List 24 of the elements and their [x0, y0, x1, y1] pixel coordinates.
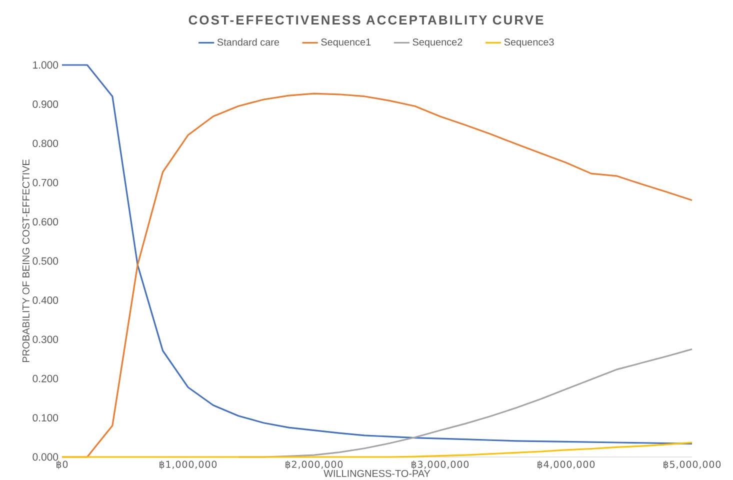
y-tick-label: 0.400	[32, 296, 58, 304]
y-tick-label: 0.000	[32, 453, 58, 461]
chart-title: COST-EFFECTIVENESS ACCEPTABILITY CURVE	[188, 15, 544, 24]
x-axis-title: WILLINGNESS-TO-PAY	[324, 470, 430, 477]
legend-label: Sequence1	[321, 38, 371, 48]
y-tick-label: 0.500	[32, 257, 58, 265]
y-tick-label: 0.600	[32, 218, 58, 226]
x-tick-label: ฿3,000,000	[412, 460, 469, 469]
legend-label: Sequence2	[412, 38, 462, 48]
x-tick-label: ฿4,000,000	[538, 460, 595, 469]
x-tick-label: ฿5,000,000	[664, 460, 721, 469]
y-tick-label: 0.900	[32, 100, 58, 108]
y-tick-label: 0.700	[32, 178, 58, 186]
y-tick-label: 0.200	[32, 374, 58, 382]
y-tick-label: 0.800	[32, 140, 58, 147]
legend-label: Sequence3	[504, 38, 554, 48]
legend-label: Standard care	[217, 38, 280, 46]
y-tick-label: 1.000	[33, 61, 58, 69]
y-tick-label: 0.100	[32, 414, 58, 422]
y-tick-label: 0.300	[32, 336, 58, 343]
x-tick-label: ฿2,000,000	[286, 460, 343, 469]
y-axis-title: PROBABILITY OF BEING COST-EFFECTIVE	[22, 159, 30, 362]
x-tick-label: ฿0	[56, 460, 68, 469]
x-tick-label: ฿1,000,000	[160, 460, 217, 469]
